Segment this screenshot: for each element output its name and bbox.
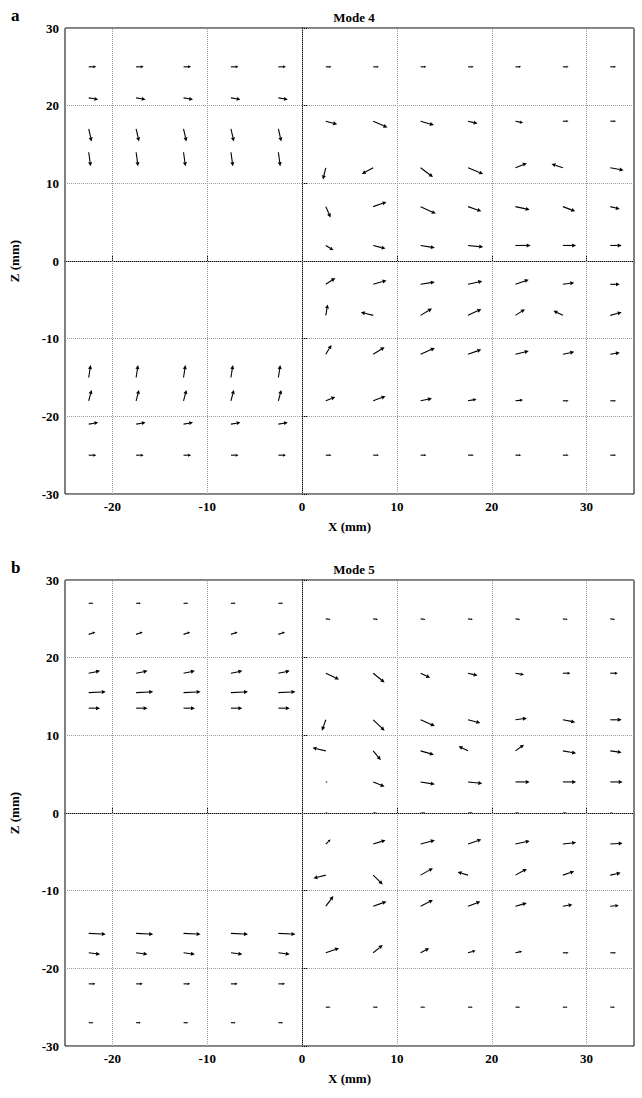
svg-text:30: 30 <box>46 21 59 36</box>
svg-text:-20: -20 <box>104 1051 121 1066</box>
svg-text:-10: -10 <box>42 883 59 898</box>
svg-text:-10: -10 <box>42 331 59 346</box>
svg-text:10: 10 <box>46 176 59 191</box>
svg-text:20: 20 <box>46 98 59 113</box>
svg-text:-30: -30 <box>42 487 59 502</box>
svg-text:b: b <box>11 558 20 577</box>
svg-text:20: 20 <box>485 1051 498 1066</box>
svg-text:Z (mm): Z (mm) <box>7 240 22 282</box>
svg-text:30: 30 <box>580 1051 593 1066</box>
svg-text:-10: -10 <box>199 499 216 514</box>
svg-text:30: 30 <box>580 499 593 514</box>
svg-text:10: 10 <box>390 499 403 514</box>
svg-text:-20: -20 <box>42 409 59 424</box>
svg-text:Mode 4: Mode 4 <box>333 10 375 25</box>
svg-text:-30: -30 <box>42 1039 59 1054</box>
svg-text:-20: -20 <box>104 499 121 514</box>
svg-text:-20: -20 <box>42 961 59 976</box>
svg-text:20: 20 <box>485 499 498 514</box>
svg-text:X (mm): X (mm) <box>328 519 371 534</box>
svg-text:30: 30 <box>46 573 59 588</box>
svg-text:Mode 5: Mode 5 <box>333 562 375 577</box>
svg-text:X (mm): X (mm) <box>328 1071 371 1086</box>
svg-text:-10: -10 <box>199 1051 216 1066</box>
svg-text:0: 0 <box>53 806 60 821</box>
svg-text:20: 20 <box>46 650 59 665</box>
svg-text:0: 0 <box>299 499 306 514</box>
svg-text:10: 10 <box>46 728 59 743</box>
svg-text:10: 10 <box>390 1051 403 1066</box>
svg-text:0: 0 <box>53 254 60 269</box>
svg-text:a: a <box>11 6 20 25</box>
svg-text:Z (mm): Z (mm) <box>7 792 22 834</box>
svg-text:0: 0 <box>299 1051 306 1066</box>
